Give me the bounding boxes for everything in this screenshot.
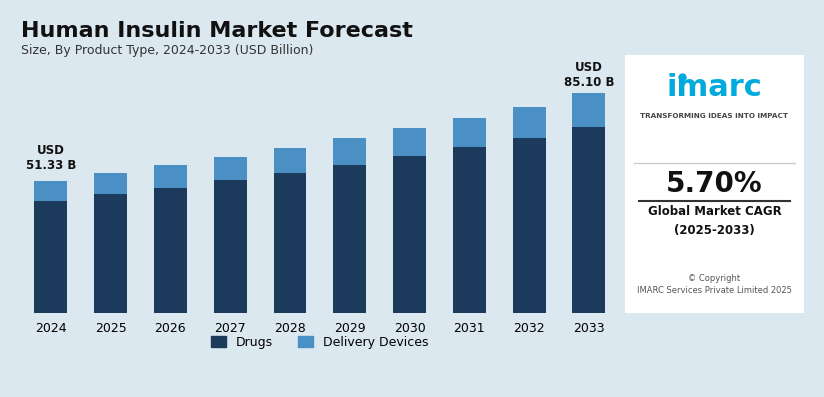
Bar — [274, 173, 307, 313]
Bar — [334, 165, 366, 313]
Bar — [154, 165, 187, 188]
Legend: Drugs, Delivery Devices: Drugs, Delivery Devices — [206, 331, 433, 354]
Bar — [213, 180, 246, 313]
Bar — [94, 195, 127, 313]
Bar — [94, 173, 127, 195]
Bar — [334, 138, 366, 165]
Text: USD
85.10 B: USD 85.10 B — [564, 62, 614, 89]
Bar — [35, 181, 68, 201]
Bar — [213, 156, 246, 180]
Text: imarc: imarc — [667, 73, 762, 102]
Text: Size, By Product Type, 2024-2033 (USD Billion): Size, By Product Type, 2024-2033 (USD Bi… — [21, 44, 313, 58]
Bar — [513, 106, 545, 138]
Bar — [35, 201, 68, 313]
Text: © Copyright
IMARC Services Private Limited 2025: © Copyright IMARC Services Private Limit… — [637, 274, 792, 295]
Bar — [453, 147, 486, 313]
Bar — [154, 188, 187, 313]
Text: TRANSFORMING IDEAS INTO IMPACT: TRANSFORMING IDEAS INTO IMPACT — [640, 113, 789, 119]
Text: Global Market CAGR
(2025-2033): Global Market CAGR (2025-2033) — [648, 205, 781, 237]
Text: USD
51.33 B: USD 51.33 B — [26, 144, 76, 172]
Bar — [393, 128, 426, 156]
Text: Human Insulin Market Forecast: Human Insulin Market Forecast — [21, 21, 413, 41]
Bar — [513, 138, 545, 313]
Bar — [393, 156, 426, 313]
Text: 5.70%: 5.70% — [666, 170, 763, 198]
Bar — [274, 148, 307, 173]
Bar — [573, 93, 606, 127]
Bar — [453, 118, 486, 147]
Bar — [573, 127, 606, 313]
